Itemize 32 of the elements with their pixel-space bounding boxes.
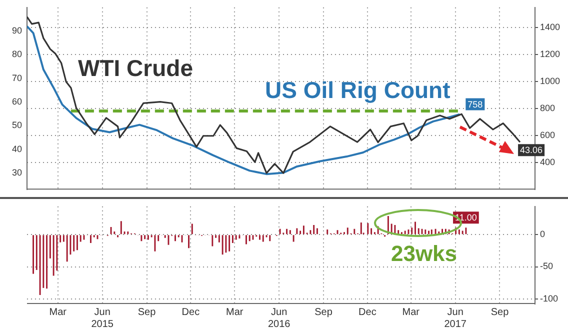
- x-tick-label: Mar: [402, 306, 420, 318]
- x-tick-label: Dec: [358, 306, 376, 318]
- legend-label: US Oil Rig Count: [265, 76, 451, 103]
- y-tick-label: 80: [12, 49, 22, 60]
- x-tick-label: Jun 2015: [91, 306, 114, 330]
- y2-tick-label: 1400: [540, 22, 560, 32]
- y-tick-label: 30: [12, 168, 22, 178]
- y-tick-label: 70: [12, 72, 22, 83]
- y-tick-label: -50: [540, 261, 554, 272]
- x-tick-label: Jun 2016: [268, 306, 291, 330]
- data-label: 43.06: [520, 145, 543, 156]
- y-tick-label: 50: [12, 120, 22, 130]
- x-tick-label: Sep: [490, 306, 510, 318]
- y-tick-label: 40: [12, 144, 22, 154]
- annotation: 23wks: [390, 241, 458, 266]
- y-tick-label: 90: [12, 26, 22, 36]
- y-tick-label: 0: [540, 229, 546, 240]
- y2-tick-label: 600: [540, 130, 556, 140]
- x-tick-label: Jun 2017: [444, 306, 467, 330]
- data-label: 758: [468, 99, 483, 110]
- y2-tick-label: 400: [540, 157, 556, 168]
- x-tick-label: Dec: [182, 306, 200, 318]
- y2-tick-label: 800: [540, 103, 556, 114]
- y2-tick-label: 1200: [540, 49, 560, 60]
- x-tick-label: Sep: [138, 306, 156, 318]
- x-tick-label: Mar: [49, 306, 68, 318]
- y-tick-label: 60: [12, 96, 22, 107]
- y2-tick-label: 1000: [540, 76, 560, 86]
- series-label: WTI Crude: [78, 54, 193, 81]
- x-tick-label: Mar: [226, 306, 244, 318]
- x-tick-label: Sep: [314, 306, 333, 318]
- y-tick-label: -100: [540, 293, 558, 304]
